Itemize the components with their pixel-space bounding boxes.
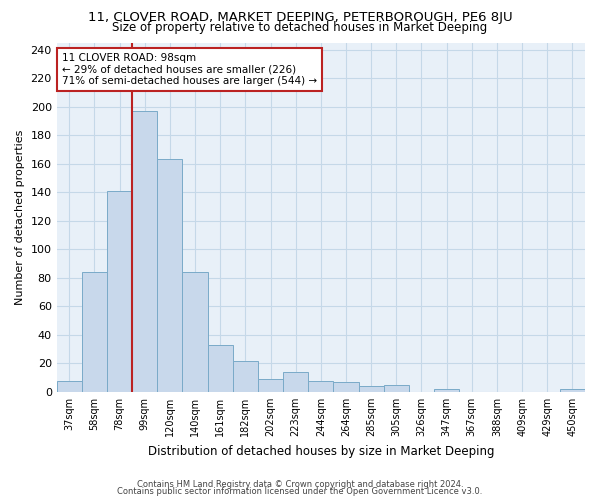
Bar (56, 380, 82, 392)
Bar (384, 385, 409, 392)
Y-axis label: Number of detached properties: Number of detached properties (15, 130, 25, 305)
Bar (258, 379, 283, 392)
Bar (283, 372, 308, 392)
Text: 11, CLOVER ROAD, MARKET DEEPING, PETERBOROUGH, PE6 8JU: 11, CLOVER ROAD, MARKET DEEPING, PETERBO… (88, 11, 512, 24)
Bar (233, 360, 258, 392)
Bar (132, 111, 157, 392)
Text: 11 CLOVER ROAD: 98sqm
← 29% of detached houses are smaller (226)
71% of semi-det: 11 CLOVER ROAD: 98sqm ← 29% of detached … (62, 53, 317, 86)
Bar (107, 191, 132, 392)
Bar (560, 389, 585, 392)
Bar (308, 380, 334, 392)
Bar (208, 345, 233, 392)
Bar (182, 272, 208, 392)
X-axis label: Distribution of detached houses by size in Market Deeping: Distribution of detached houses by size … (148, 444, 494, 458)
Bar (359, 386, 384, 392)
Bar (434, 389, 459, 392)
Bar (82, 272, 107, 392)
Bar (157, 160, 182, 392)
Text: Size of property relative to detached houses in Market Deeping: Size of property relative to detached ho… (112, 22, 488, 35)
Bar (334, 382, 359, 392)
Text: Contains public sector information licensed under the Open Government Licence v3: Contains public sector information licen… (118, 488, 482, 496)
Text: Contains HM Land Registry data © Crown copyright and database right 2024.: Contains HM Land Registry data © Crown c… (137, 480, 463, 489)
